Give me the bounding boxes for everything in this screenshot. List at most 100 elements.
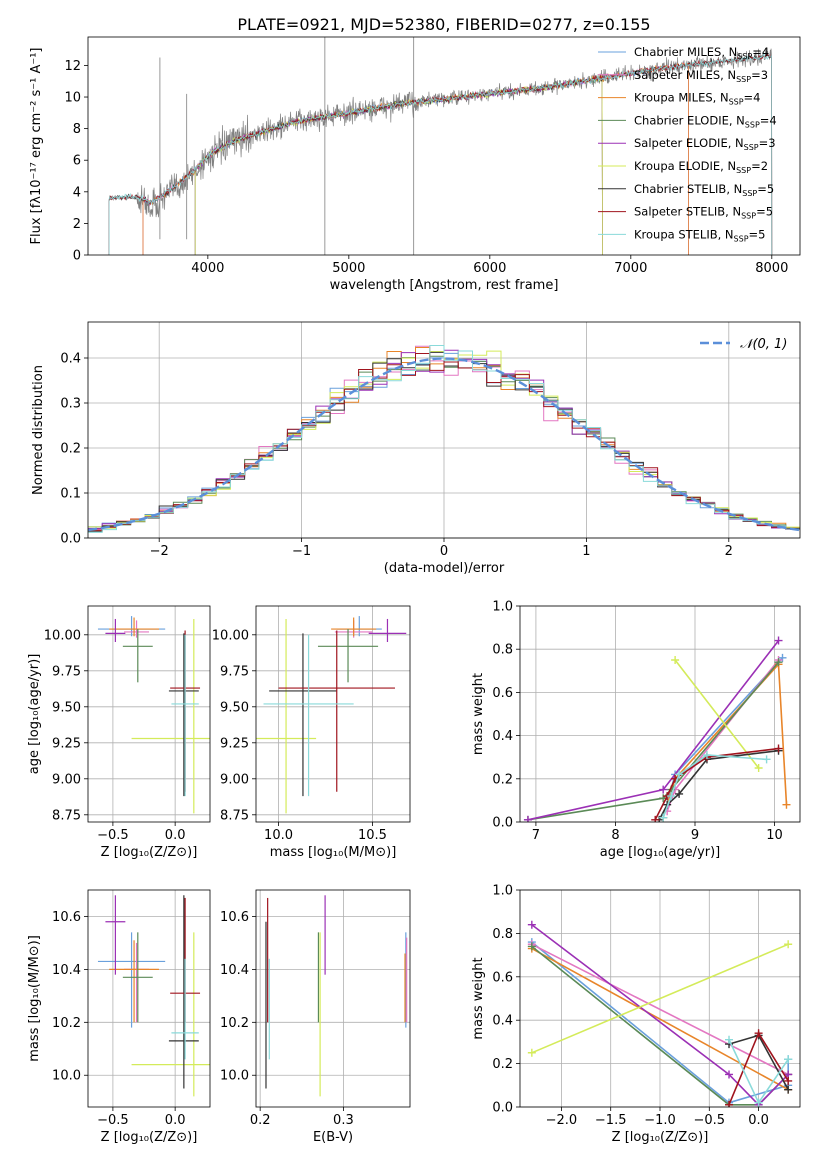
- age_vs_z-frame: [87, 605, 211, 823]
- age_vs_z-ytick-label: 9.00: [52, 772, 81, 787]
- legend-nssp-value: =2: [751, 159, 768, 173]
- mass_vs_z-point-salpeter-miles: [124, 942, 149, 1023]
- age_vs_mass-ytick-label: 9.25: [220, 736, 249, 751]
- mass_vs_z-xtick-label: 0.0: [165, 1113, 186, 1128]
- age_vs_mass-ytick-label: 10.00: [212, 628, 249, 643]
- weight_vs_age-marker: [523, 815, 532, 822]
- weight_vs_age-marker: [659, 785, 668, 794]
- age_vs_z-xtick-label: 0.0: [165, 828, 186, 843]
- mass_vs_z-ytick-label: 10.2: [52, 1016, 81, 1031]
- legend-nssp-prefix: , N: [729, 113, 745, 127]
- mass_vs_z-ytick-label: 10.6: [52, 910, 81, 925]
- weight_vs_age-marker: [702, 751, 711, 760]
- weight_vs_age-panel: 7 8 9 10 0.0 0.2 0.4 0.6 0.8 1.0 age [log₁₀(age/yr…: [471, 600, 800, 860]
- residuals-normal-curve: [88, 357, 800, 532]
- residuals-ylabel: Normed distribution: [31, 365, 46, 495]
- mass_vs_z-point-kroupa-elodie: [131, 932, 210, 1097]
- spectrum-plot-area: [108, 37, 773, 255]
- legend-name: Kroupa MILES: [634, 91, 713, 105]
- age_vs_mass-point-chabrier-stelib: [269, 633, 337, 797]
- mass_vs_z-point-kroupa-stelib: [171, 958, 199, 1060]
- legend-name: Chabrier MILES: [634, 45, 721, 59]
- mass_vs_ebv-ytick-label: 10.4: [220, 963, 249, 978]
- spectrum-ytick-label: 4: [73, 185, 81, 200]
- mass_vs_z-grid: [88, 890, 210, 1107]
- weight_vs_z-series-salpeter-stelib: [725, 1029, 793, 1107]
- legend-name: Chabrier STELIB: [634, 182, 726, 196]
- weight_vs_z-series-kroupa-stelib: [725, 1035, 793, 1107]
- weight_vs_z-xtick-label: −0.5: [694, 1113, 726, 1128]
- weight_vs_z-xtick-label: −1.0: [644, 1113, 676, 1128]
- weight_vs_age-line: [674, 659, 760, 769]
- mass_vs_z-point-chabrier-elodie: [122, 932, 153, 1023]
- mass_vs_z-plot-area: [97, 895, 210, 1097]
- weight_vs_age-series-chabrier-elodie: [523, 658, 783, 822]
- weight_vs_age-line: [527, 661, 780, 821]
- legend-name: Salpeter STELIB: [634, 205, 725, 219]
- age_vs_z-ytick-label: 8.75: [52, 808, 81, 823]
- mass_vs_ebv-ytick-label: 10.0: [220, 1069, 249, 1084]
- legend-ssp-sub: SSP: [729, 98, 744, 107]
- mass_vs_ebv-ytick-label: 10.2: [220, 1016, 249, 1031]
- age_vs_z-point-salpeter-elodie: [105, 618, 126, 642]
- spectrum-ytick-label: 12: [64, 59, 81, 74]
- mass_vs_z-panel: −0.5 0.0 10.0 10.2 10.4 10.6 Z [log₁₀(Z/Z⊙)] ma…: [27, 890, 210, 1145]
- age_vs_mass-frame: [255, 605, 411, 823]
- weight_vs_z-marker: [527, 920, 536, 929]
- residuals-ytick-label: 0.3: [60, 397, 81, 412]
- legend-label-chabrier-stelib: Chabrier STELIB, NSSP=5: [634, 182, 774, 198]
- legend-nssp-value: =3: [751, 68, 768, 82]
- weight_vs_age-ylabel: mass weight: [471, 673, 486, 755]
- mass_vs_ebv-xtick-label: 0.2: [250, 1113, 271, 1128]
- legend-label-chabrier-miles: Chabrier MILES, NSSP=4: [634, 45, 769, 61]
- weight_vs_z-xlabel: Z [log₁₀(Z/Z⊙)]: [612, 1130, 709, 1145]
- weight_vs_z-marker: [754, 1098, 763, 1107]
- weight_vs_z-line: [531, 943, 789, 1054]
- weight_vs_age-marker: [774, 636, 783, 645]
- spectrum-xtick-label: 6000: [473, 261, 506, 276]
- weight_vs_age-marker: [671, 656, 680, 664]
- mass_vs_z-xtick-label: −0.5: [97, 1113, 129, 1128]
- legend-nssp-prefix: , N: [721, 45, 737, 59]
- age_vs_z-xtick-label: −0.5: [97, 828, 129, 843]
- weight_vs_z-marker: [527, 942, 536, 951]
- spectrum-panel: 4000 5000 6000 7000 8000 0 2 4 6 8 10 12 wavelength …: [29, 37, 788, 293]
- spectrum-frame: [87, 36, 801, 256]
- residuals-panel: −2 −1 0 1 2 0.0 0.1 0.2 0.3 0.4 (data-model)/error…: [31, 322, 800, 576]
- weight_vs_age-xtick-label: 10: [766, 828, 783, 843]
- age_vs_mass-xlabel: mass [log₁₀(M/M⊙)]: [270, 845, 397, 860]
- mass_vs_z-frame: [87, 889, 211, 1108]
- age_vs_z-ytick-label: 9.75: [52, 664, 81, 679]
- residuals-frame: [87, 321, 801, 539]
- weight_vs_age-marker: [651, 815, 660, 822]
- age_vs_z-ytick-label: 10.00: [44, 628, 81, 643]
- residuals-ytick-label: 0.2: [60, 442, 81, 457]
- age_vs_z-point-kroupa-stelib: [171, 634, 199, 797]
- residuals-plot-area: [88, 345, 800, 533]
- legend-nssp-value: =4: [744, 91, 761, 105]
- weight_vs_z-line: [531, 924, 789, 1106]
- mass_vs_z-ylabel: mass [log₁₀(M/M⊙)]: [27, 935, 42, 1062]
- spectrum-xtick-label: 4000: [191, 261, 224, 276]
- age_vs_z-point-chabrier-stelib: [168, 633, 199, 797]
- weight_vs_z-plot-area: [527, 920, 793, 1107]
- legend-nssp-prefix: , N: [713, 91, 729, 105]
- spectrum-xtick-label: 5000: [332, 261, 365, 276]
- spectrum-ytick-label: 8: [73, 122, 81, 137]
- weight_vs_z-marker: [784, 1055, 793, 1064]
- age_vs_mass-point-chabrier-elodie: [317, 629, 379, 683]
- age_vs_mass-grid: [256, 606, 410, 822]
- spectrum-ytick-label: 10: [64, 91, 81, 106]
- weight_vs_age-marker: [762, 755, 771, 764]
- mass_vs_ebv-panel: 0.2 0.3 10.0 10.2 10.4 10.6 E(B-V): [220, 890, 410, 1145]
- weight_vs_z-marker: [725, 1070, 734, 1079]
- spectrum-ylabel: Flux [fλ10⁻¹⁷ erg cm⁻² s⁻¹ A⁻¹]: [29, 48, 44, 245]
- age_vs_mass-point-salpeter-elodie: [368, 618, 407, 642]
- weight_vs_z-ytick-label: 0.4: [492, 1014, 513, 1029]
- legend-ssp-sub: SSP: [737, 52, 752, 61]
- residuals-xtick-label: 2: [725, 544, 733, 559]
- weight_vs_age-marker: [782, 800, 791, 809]
- weight_vs_z-marker: [754, 1029, 763, 1038]
- mass_vs_ebv-grid: [256, 890, 410, 1107]
